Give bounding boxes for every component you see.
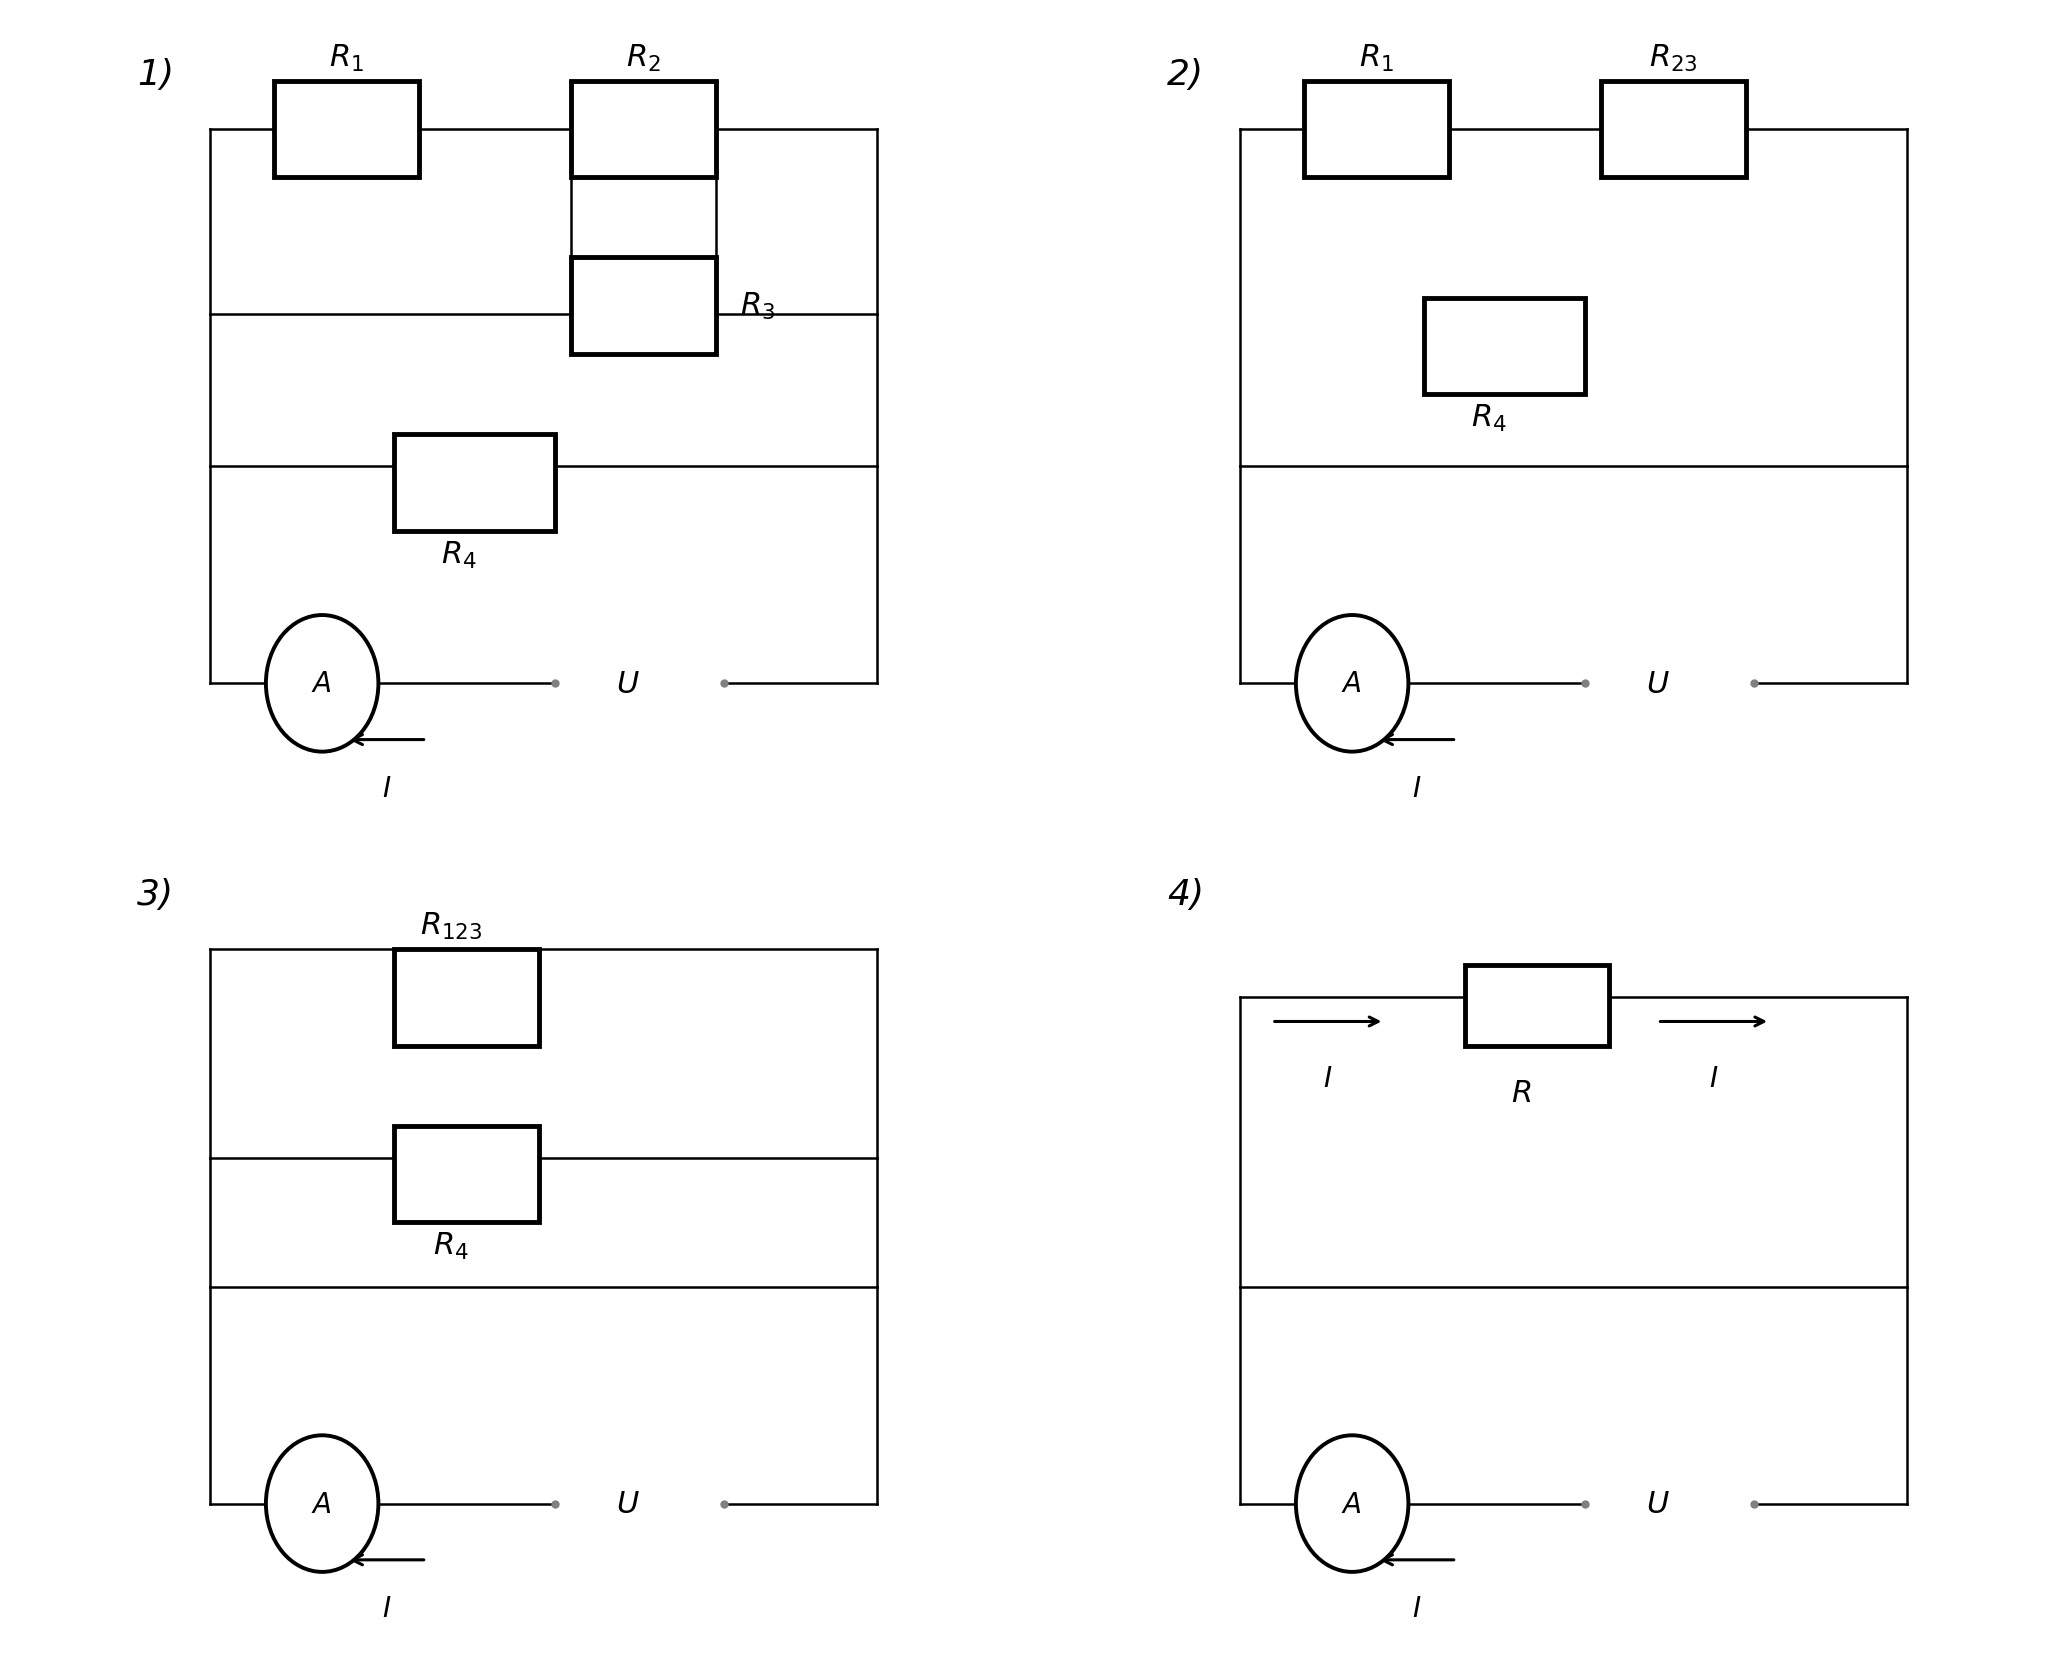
Text: $I$: $I$ [381,1594,391,1623]
Text: $U$: $U$ [616,669,639,698]
Text: $R_1$: $R_1$ [1360,42,1395,74]
Text: $R$: $R$ [1510,1077,1531,1108]
Text: $U$: $U$ [616,1489,639,1517]
Text: $I$: $I$ [1411,775,1421,803]
Bar [1423,298,1586,395]
Ellipse shape [266,616,379,753]
Bar [571,82,717,177]
Bar [571,258,717,355]
Text: $I$: $I$ [381,775,391,803]
Text: $I$: $I$ [1710,1064,1718,1092]
Bar [1601,82,1747,177]
Text: A: A [313,669,332,698]
Text: $R_3$: $R_3$ [740,291,775,321]
Bar [1465,965,1609,1046]
Text: A: A [313,1489,332,1517]
Ellipse shape [1296,1435,1409,1573]
Bar [393,435,556,532]
Ellipse shape [1296,616,1409,753]
Text: $R_2$: $R_2$ [626,42,661,74]
Bar [393,1126,540,1223]
Text: 3): 3) [138,877,175,912]
Text: $I$: $I$ [1323,1064,1333,1092]
Text: $I$: $I$ [1411,1594,1421,1623]
Text: $R_4$: $R_4$ [1471,403,1506,433]
Text: 2): 2) [1168,57,1205,92]
Text: A: A [1343,1489,1362,1517]
Text: $R_{23}$: $R_{23}$ [1650,42,1697,74]
Text: $R_1$: $R_1$ [330,42,365,74]
Text: A: A [1343,669,1362,698]
Text: 1): 1) [138,57,175,92]
Bar [274,82,418,177]
Ellipse shape [266,1435,379,1573]
Text: $R_4$: $R_4$ [433,1231,468,1261]
Text: $R_{123}$: $R_{123}$ [420,910,482,942]
Bar [393,950,540,1046]
Text: $U$: $U$ [1646,1489,1669,1517]
Bar [1304,82,1448,177]
Text: $U$: $U$ [1646,669,1669,698]
Text: 4): 4) [1168,877,1205,912]
Text: $R_4$: $R_4$ [441,539,476,570]
